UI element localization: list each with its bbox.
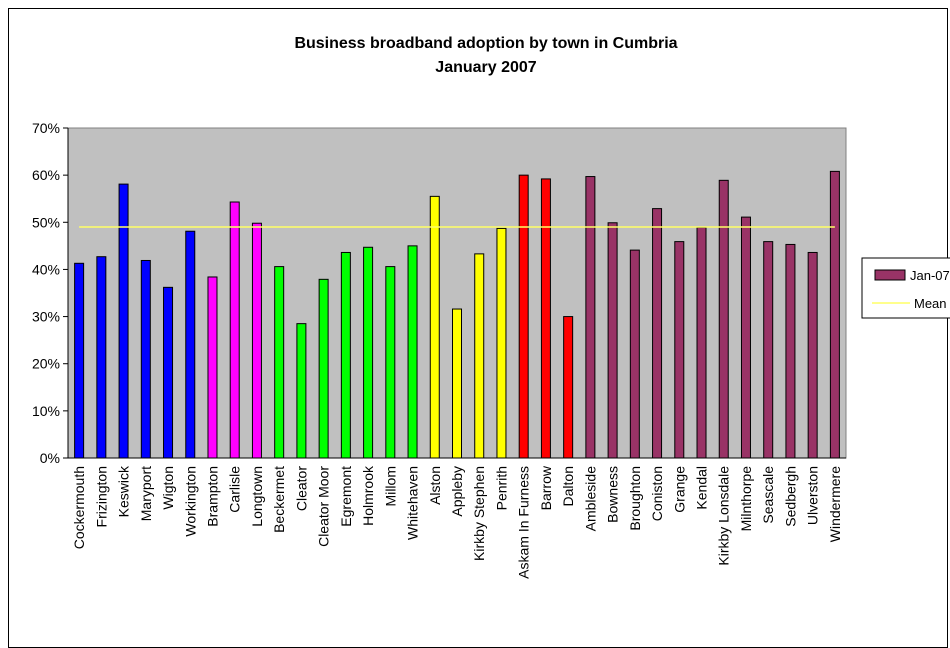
bar-cockermouth [74, 262, 85, 459]
bar-millom [385, 266, 396, 459]
x-tick-label: Beckermet [271, 466, 287, 533]
x-tick-label: Bowness [605, 466, 621, 523]
x-tick-label: Alston [427, 466, 443, 505]
y-tick-label: 20% [32, 356, 60, 372]
bar-maryport [140, 259, 151, 459]
x-tick-label: Kendal [694, 466, 710, 510]
x-tick-label: Milnthorpe [738, 466, 754, 532]
x-tick-label: Kirkby Lonsdale [716, 466, 732, 566]
bar-whitehaven [407, 245, 418, 459]
x-tick-label: Seascale [760, 466, 776, 524]
bar-windermere [829, 170, 840, 459]
bar-milnthorpe [740, 216, 751, 459]
bar-ambleside [585, 176, 596, 459]
bar-cleator-moor [318, 278, 329, 459]
x-tick-label: Ambleside [582, 466, 598, 532]
x-tick-label: Kirkby Stephen [471, 466, 487, 561]
bar-sedbergh [785, 243, 796, 459]
bar-kirkby-lonsdale [718, 179, 729, 459]
y-tick-label: 0% [40, 450, 60, 466]
bar-penrith [496, 227, 507, 459]
legend-label-mean: Mean [914, 296, 947, 311]
bar-carlisle [229, 201, 240, 459]
bar-ulverston [807, 251, 818, 459]
x-tick-label: Carlisle [227, 466, 243, 513]
x-tick-label: Brampton [204, 466, 220, 527]
bar-coniston [652, 208, 663, 459]
x-tick-label: Ulverston [805, 466, 821, 525]
x-tick-label: Millom [382, 466, 398, 506]
x-tick-label: Keswick [116, 465, 132, 517]
chart-subtitle: January 2007 [435, 59, 537, 76]
bar-broughton [629, 249, 640, 459]
x-tick-label: Cleator [293, 466, 309, 511]
y-tick-label: 60% [32, 167, 60, 183]
bar-kirkby-stephen [474, 253, 485, 459]
x-tick-label: Whitehaven [405, 466, 421, 540]
x-axis: Cockermouth Frizington Keswick Maryport Wigt… [68, 457, 846, 579]
bar-beckermet [274, 266, 285, 459]
chart-title: Business broadband adoption by town in C… [294, 35, 677, 52]
bar-barrow [540, 178, 551, 459]
x-tick-label: Penrith [493, 466, 509, 510]
bar-egremont [340, 251, 351, 459]
bar-cleator [296, 323, 307, 459]
legend-swatch-jan07 [874, 269, 906, 281]
y-tick-label: 30% [32, 309, 60, 325]
x-tick-label: Broughton [627, 466, 643, 531]
x-tick-label: Workington [182, 466, 198, 537]
bar-brampton [207, 276, 218, 459]
bar-chart: Business broadband adoption by town in C… [32, 35, 950, 579]
x-tick-label: Cockermouth [71, 466, 87, 549]
x-tick-label: Holmrook [360, 465, 376, 526]
y-tick-label: 40% [32, 261, 60, 277]
x-tick-label: Wigton [160, 466, 176, 510]
bar-seascale [763, 241, 774, 459]
bar-frizington [96, 256, 107, 459]
bar-askam-in-furness [518, 174, 529, 459]
x-tick-label: Dalton [560, 466, 576, 506]
bar-alston [429, 195, 440, 459]
bar-grange [674, 241, 685, 459]
x-tick-label: Egremont [338, 466, 354, 527]
bar-wigton [163, 286, 174, 459]
y-tick-label: 70% [32, 120, 60, 136]
y-tick-label: 50% [32, 214, 60, 230]
x-tick-label: Grange [671, 466, 687, 513]
x-tick-label: Askam In Furness [516, 466, 532, 579]
bar-holmrook [363, 246, 374, 459]
legend: Jan-07 Mean [861, 257, 950, 319]
bar-longtown [251, 222, 262, 459]
bar-keswick [118, 183, 129, 459]
bar-appleby [452, 308, 462, 459]
x-tick-label: Cleator Moor [316, 466, 332, 547]
x-tick-label: Frizington [93, 466, 109, 527]
x-tick-label: Windermere [827, 466, 843, 542]
x-tick-label: Longtown [249, 466, 265, 527]
bar-workington [185, 230, 196, 459]
bar-bowness [607, 222, 618, 459]
legend-box [861, 257, 950, 319]
y-tick-label: 10% [32, 403, 60, 419]
x-tick-label: Coniston [649, 466, 665, 521]
y-axis: 0% 10% 20% 30% 40% 50% 60% 70% [32, 120, 69, 466]
x-tick-label: Barrow [538, 465, 554, 510]
x-tick-label: Sedbergh [782, 466, 798, 527]
x-tick-label: Maryport [138, 466, 154, 521]
x-tick-label: Appleby [449, 466, 465, 517]
bar-kendal [696, 226, 707, 459]
bar-dalton [563, 316, 574, 459]
legend-label-jan07: Jan-07 [910, 268, 950, 283]
